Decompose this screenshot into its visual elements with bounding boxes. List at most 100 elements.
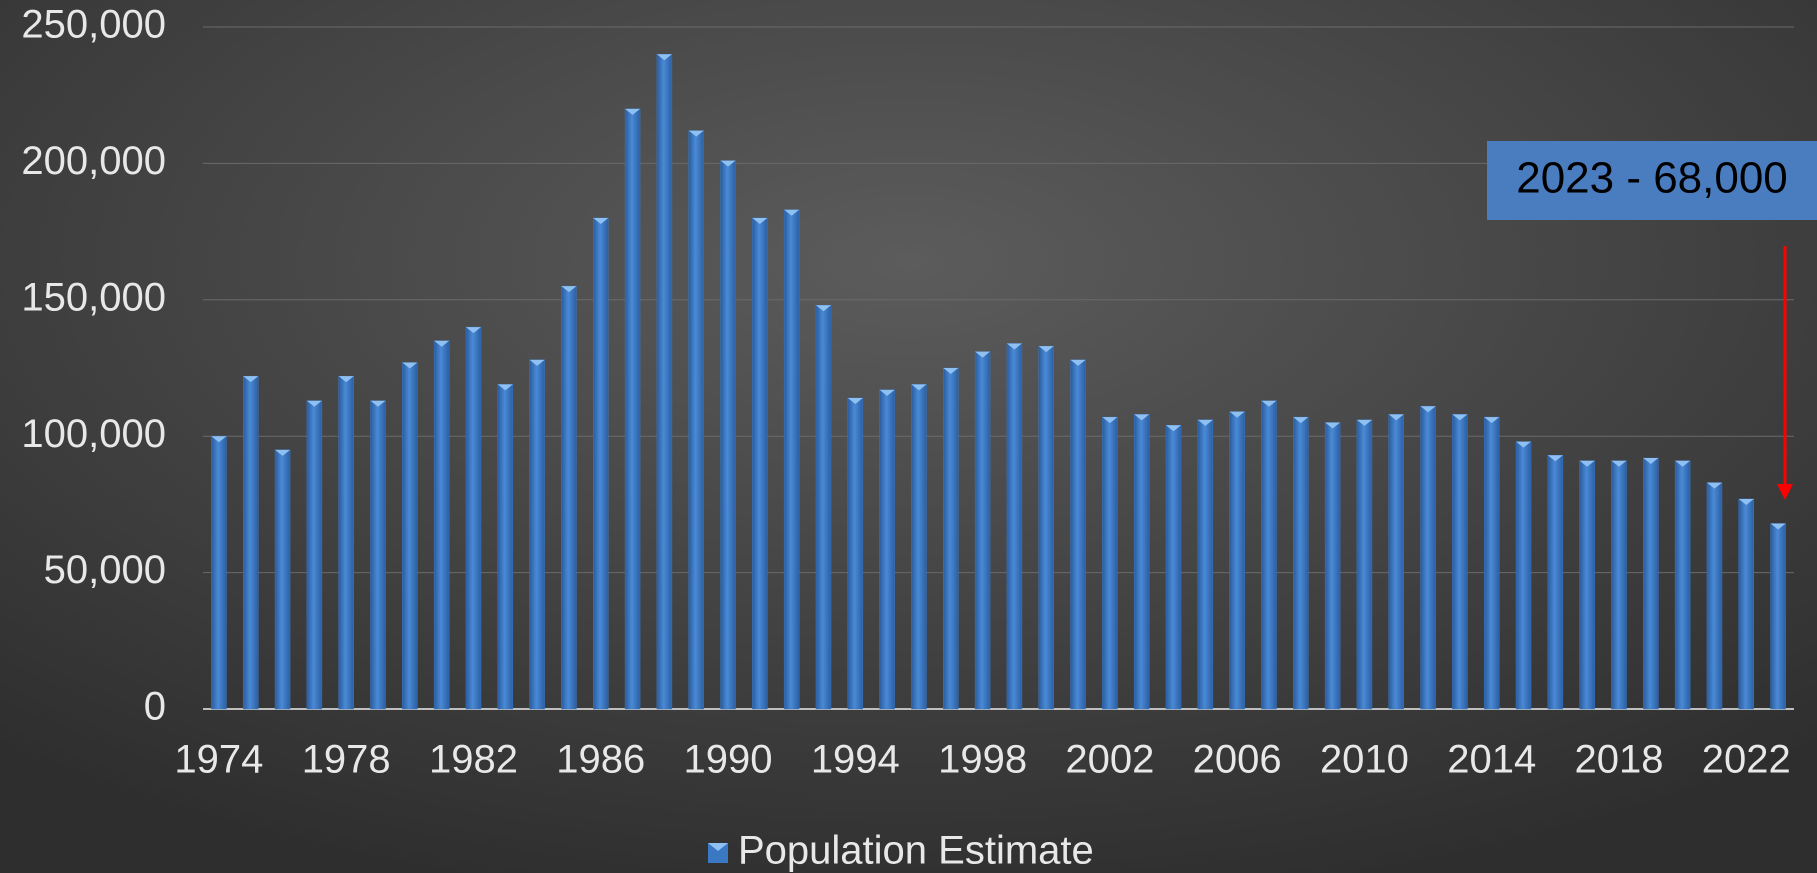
bar bbox=[1165, 425, 1182, 710]
bar bbox=[370, 400, 386, 710]
bar bbox=[752, 217, 768, 710]
x-tick-label: 2014 bbox=[1447, 738, 1536, 782]
bar-cap bbox=[1070, 359, 1086, 366]
bar bbox=[433, 340, 450, 710]
bar-cap bbox=[1325, 422, 1341, 429]
bar-cap bbox=[1006, 343, 1022, 350]
bar-cap bbox=[911, 384, 927, 391]
bar bbox=[1420, 405, 1436, 710]
bar-cap bbox=[815, 305, 831, 312]
bar-cap bbox=[434, 340, 450, 347]
bar bbox=[242, 375, 259, 710]
bar-cap bbox=[847, 398, 863, 405]
bar-cap bbox=[529, 359, 545, 366]
bar bbox=[1388, 414, 1404, 710]
x-tick-label: 2010 bbox=[1320, 738, 1409, 782]
annotation-box bbox=[1487, 141, 1817, 220]
y-tick-label: 0 bbox=[144, 685, 166, 729]
bar bbox=[1102, 416, 1118, 710]
bar-cap bbox=[656, 54, 672, 61]
x-tick-label: 2022 bbox=[1702, 738, 1791, 782]
bar-cap bbox=[497, 384, 513, 391]
bar-cap bbox=[1675, 460, 1691, 467]
bar-cap bbox=[243, 376, 259, 383]
bar-cap bbox=[625, 108, 641, 115]
bar-cap bbox=[1611, 460, 1627, 467]
bar-cap bbox=[1197, 419, 1213, 426]
y-tick-label: 50,000 bbox=[44, 548, 166, 592]
x-tick-label: 1994 bbox=[811, 738, 900, 782]
bar bbox=[783, 209, 800, 710]
x-tick-label: 1986 bbox=[556, 738, 645, 782]
bar bbox=[656, 54, 673, 710]
y-tick-label: 200,000 bbox=[21, 139, 166, 183]
bar bbox=[1611, 460, 1627, 710]
bar-cap bbox=[1388, 414, 1404, 421]
bar-cap bbox=[688, 130, 704, 137]
bar bbox=[211, 435, 227, 710]
annotation: 2023 - 68,000 bbox=[1516, 154, 1788, 203]
bar bbox=[1579, 460, 1595, 710]
bar-cap bbox=[1293, 417, 1309, 424]
bar bbox=[1706, 482, 1723, 710]
bar bbox=[847, 397, 864, 710]
bar-cap bbox=[306, 400, 322, 407]
bar-cap bbox=[1516, 441, 1532, 448]
bar-cap bbox=[720, 160, 736, 167]
bar-cap bbox=[465, 327, 481, 334]
bar bbox=[943, 367, 959, 710]
bar bbox=[1356, 419, 1373, 710]
bar-cap bbox=[1229, 411, 1245, 418]
x-tick-label: 1998 bbox=[938, 738, 1027, 782]
x-tick-label: 1978 bbox=[302, 738, 391, 782]
y-tick-label: 250,000 bbox=[21, 3, 166, 47]
bar-cap bbox=[1738, 498, 1754, 505]
bar-cap bbox=[1579, 460, 1595, 467]
bar bbox=[1038, 345, 1054, 710]
bar bbox=[1483, 416, 1500, 710]
bar bbox=[561, 285, 577, 710]
bar bbox=[1006, 343, 1023, 710]
bar bbox=[593, 217, 609, 710]
bar-cap bbox=[784, 209, 800, 216]
bar bbox=[974, 351, 991, 710]
x-tick-label: 2006 bbox=[1193, 738, 1282, 782]
bar-cap bbox=[879, 389, 895, 396]
arrow-head bbox=[1777, 484, 1793, 500]
bar bbox=[1547, 455, 1564, 710]
bar bbox=[529, 359, 545, 710]
bar bbox=[1229, 411, 1245, 710]
bar bbox=[1738, 498, 1755, 710]
bar-cap bbox=[1547, 455, 1563, 462]
bar bbox=[720, 160, 736, 710]
bar bbox=[1643, 457, 1659, 710]
bar bbox=[1674, 460, 1691, 710]
bar-cap bbox=[275, 449, 291, 456]
x-tick-label: 2018 bbox=[1574, 738, 1663, 782]
bar-cap bbox=[1102, 417, 1118, 424]
x-tick-label: 1990 bbox=[684, 738, 773, 782]
bar bbox=[274, 449, 291, 710]
x-tick-label: 1974 bbox=[174, 738, 263, 782]
bar bbox=[1197, 419, 1214, 710]
bar-cap bbox=[1261, 400, 1277, 407]
y-tick-label: 100,000 bbox=[21, 412, 166, 456]
bar-cap bbox=[1643, 458, 1659, 465]
bar-cap bbox=[752, 217, 768, 224]
bar bbox=[1324, 422, 1341, 710]
bar bbox=[1261, 400, 1277, 710]
bar bbox=[465, 326, 482, 710]
bar bbox=[1452, 414, 1468, 710]
bar bbox=[911, 384, 927, 710]
bar-cap bbox=[370, 400, 386, 407]
y-tick-label: 150,000 bbox=[21, 275, 166, 319]
bar bbox=[306, 400, 323, 710]
bar-cap bbox=[1356, 419, 1372, 426]
bar bbox=[624, 108, 641, 710]
bar bbox=[1133, 414, 1150, 710]
bar-cap bbox=[402, 362, 418, 369]
bar bbox=[688, 130, 704, 710]
bar bbox=[1293, 416, 1309, 710]
x-tick-label: 1982 bbox=[429, 738, 518, 782]
